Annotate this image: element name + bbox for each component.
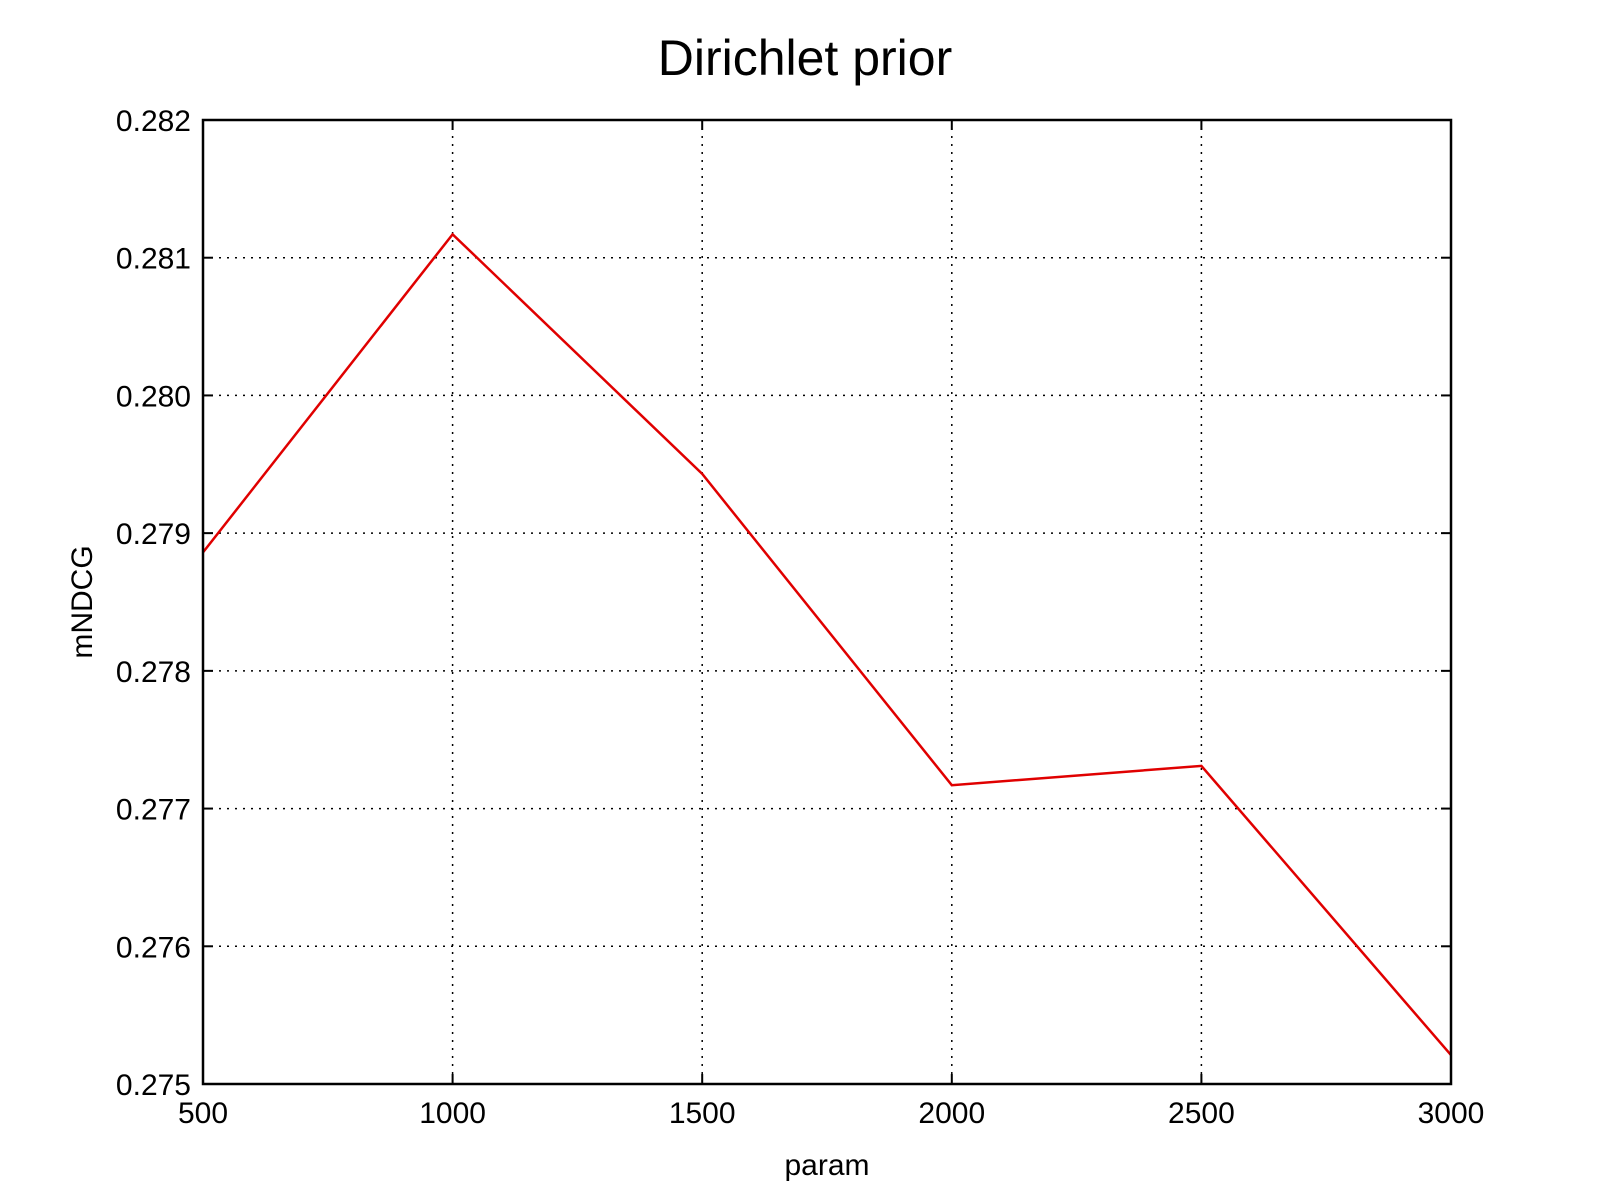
y-tick-label: 0.281: [116, 243, 191, 276]
x-tick-label: 3000: [1418, 1097, 1485, 1130]
y-tick-labels: 0.275 0.276 0.277 0.278 0.279 0.280 0.281 0.282: [116, 105, 191, 1102]
x-tick-label: 500: [178, 1097, 228, 1130]
y-tick-label: 0.277: [116, 794, 191, 827]
y-tick-label: 0.279: [116, 518, 191, 551]
x-tick-labels: 500 1000 1500 2000 2500 3000: [178, 1097, 1484, 1130]
axis-ticks: [202, 119, 1452, 1085]
y-tick-label: 0.282: [116, 105, 191, 138]
x-tick-label: 2500: [1168, 1097, 1235, 1130]
chart-title: Dirichlet prior: [658, 30, 953, 86]
x-axis-title: param: [784, 1149, 869, 1182]
y-tick-label: 0.276: [116, 931, 191, 964]
x-tick-label: 2000: [918, 1097, 985, 1130]
y-tick-label: 0.278: [116, 656, 191, 689]
y-axis-title: mNDCG: [66, 545, 99, 658]
grid: [203, 120, 1451, 1084]
x-tick-label: 1500: [669, 1097, 736, 1130]
y-tick-label: 0.275: [116, 1069, 191, 1102]
x-tick-label: 1000: [419, 1097, 486, 1130]
y-tick-label: 0.280: [116, 380, 191, 413]
plot-frame: [201, 118, 1453, 1086]
series-line: [202, 232, 1452, 1056]
series-layer: [202, 232, 1452, 1056]
